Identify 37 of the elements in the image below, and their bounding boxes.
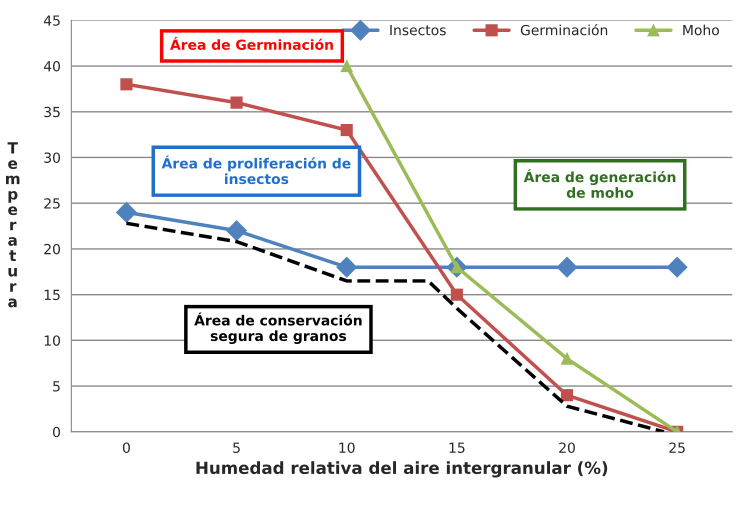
x-tick-label: 0: [122, 442, 130, 453]
point: [450, 288, 463, 301]
x-tick-label: 25: [669, 442, 685, 453]
x-axis-title: Humedad relativa del aire intergranular (%): [196, 461, 608, 478]
y-tick-label: 5: [53, 381, 60, 392]
point: [226, 220, 247, 241]
legend-label: Germinación: [520, 24, 608, 36]
point: [116, 202, 137, 223]
point: [336, 256, 358, 278]
y-tick-label: 0: [53, 426, 60, 438]
annotation: Área de proliferación de insectos: [162, 156, 351, 184]
legend-label: Insectos: [390, 25, 446, 36]
y-tick-label: 40: [44, 61, 60, 72]
y-tick-label: 20: [44, 244, 60, 254]
legend-label: Moho: [683, 24, 719, 36]
text: Temperatura: [6, 142, 20, 308]
y-tick-label: 30: [44, 152, 60, 163]
y-tick-label: 25: [44, 198, 60, 209]
annotation: Área de Germinación: [170, 36, 333, 50]
y-tick-label: 15: [44, 290, 60, 300]
annotation: Área de generación de moho: [524, 169, 676, 198]
x-tick-label: 5: [233, 442, 240, 453]
y-tick-label: 45: [44, 15, 60, 26]
point: [230, 96, 243, 109]
annotation: Área de conservación segura de granos: [194, 312, 362, 344]
x-tick-label: 15: [450, 442, 464, 453]
y-tick-label: 35: [44, 106, 60, 118]
point: [556, 256, 578, 278]
point: [340, 124, 353, 136]
point: [560, 352, 574, 365]
point: [666, 256, 688, 278]
x-tick-label: 10: [339, 442, 355, 453]
y-tick-label: 10: [44, 335, 60, 346]
x-tick-label: 20: [559, 442, 575, 453]
point: [120, 78, 132, 90]
point: [340, 60, 353, 72]
point: [560, 389, 574, 402]
